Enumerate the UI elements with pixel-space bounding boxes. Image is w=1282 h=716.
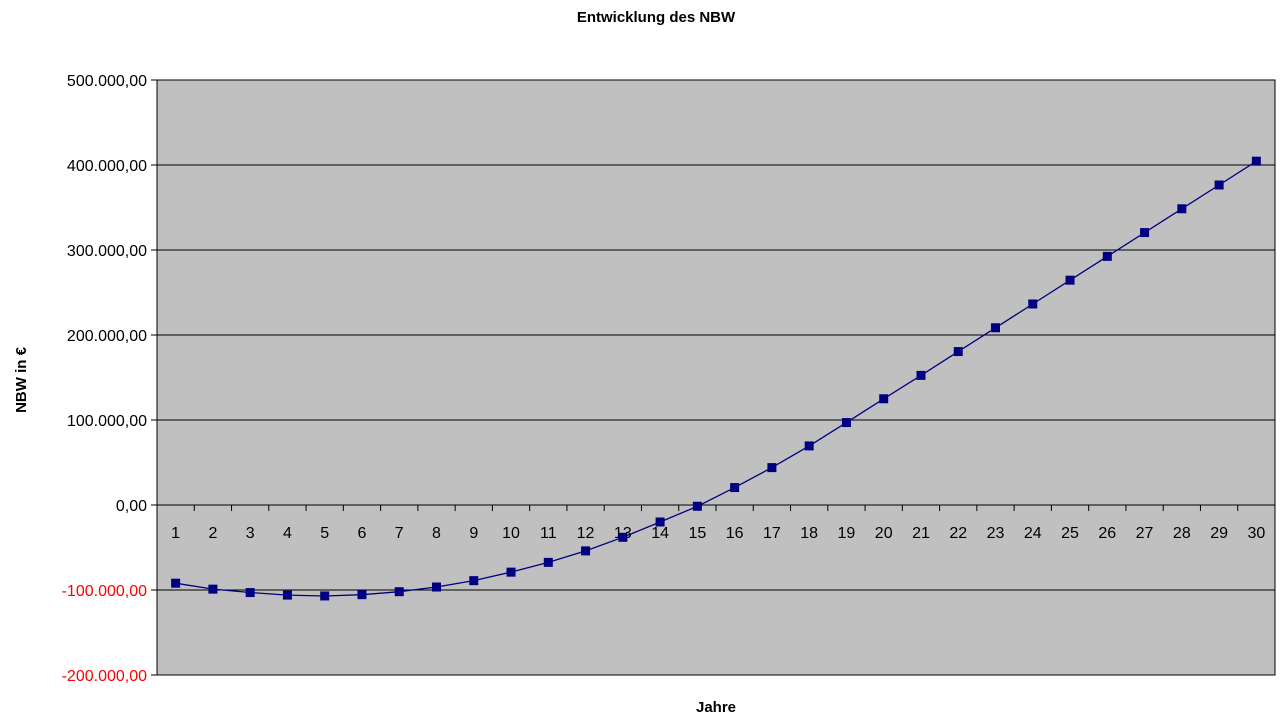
x-tick-label: 6 <box>358 525 367 542</box>
data-point <box>543 557 553 567</box>
data-point <box>506 567 516 577</box>
x-tick-label: 18 <box>800 525 818 542</box>
x-tick-label: 4 <box>283 525 292 542</box>
x-tick-label: 2 <box>208 525 217 542</box>
data-point <box>432 582 441 592</box>
y-tick-label: 100.000,00 <box>67 413 147 430</box>
x-tick-label: 11 <box>540 525 557 542</box>
data-point <box>282 590 292 600</box>
series-line <box>175 160 1257 597</box>
x-tick-label: 5 <box>320 525 329 542</box>
x-tick-label: 16 <box>726 525 744 542</box>
data-point <box>618 532 628 542</box>
y-tick-label: -100.000,00 <box>62 583 148 600</box>
x-tick-label: 7 <box>395 525 404 542</box>
y-tick-label: 500.000,00 <box>67 73 147 90</box>
data-point <box>1177 204 1187 214</box>
x-tick-label: 15 <box>688 525 706 542</box>
x-axis-label: Jahre <box>696 699 736 716</box>
data-point <box>357 590 367 600</box>
data-point <box>581 546 591 556</box>
data-point <box>841 418 851 428</box>
x-tick-label: 27 <box>1136 525 1154 542</box>
x-axis-ticks: 1234567891011121314151617181920212223242… <box>171 525 1265 542</box>
y-tick-label: 200.000,00 <box>67 328 147 345</box>
x-tick-label: 10 <box>502 525 520 542</box>
y-axis-ticks: 500.000,00 400.000,00 300.000,00 200.000,00… <box>62 73 157 685</box>
data-point <box>916 370 926 380</box>
x-tick-label: 23 <box>987 525 1005 542</box>
data-point <box>767 463 777 473</box>
x-tick-label: 29 <box>1210 525 1228 542</box>
x-tick-label: 25 <box>1061 525 1079 542</box>
data-point <box>879 394 889 404</box>
x-tick-label: 28 <box>1173 525 1191 542</box>
x-tick-label: 30 <box>1247 525 1265 542</box>
y-tick-label: 0,00 <box>116 498 147 515</box>
data-point <box>991 323 1000 333</box>
y-tick-label: 300.000,00 <box>67 243 147 260</box>
data-point <box>953 347 963 357</box>
data-point <box>208 584 218 594</box>
data-point <box>1065 275 1075 285</box>
data-point <box>394 587 404 597</box>
data-point <box>1251 156 1261 166</box>
x-tick-label: 21 <box>912 525 930 542</box>
data-point <box>320 591 330 601</box>
x-axis <box>156 504 1276 511</box>
x-tick-label: 20 <box>875 525 893 542</box>
chart-title: Entwicklung des NBW <box>577 9 736 26</box>
data-point <box>655 517 665 527</box>
series-nbw <box>171 156 1261 601</box>
y-tick-label: -200.000,00 <box>62 668 148 685</box>
data-point <box>1214 180 1224 190</box>
data-point <box>1102 251 1112 261</box>
data-point <box>692 501 702 511</box>
data-point <box>469 576 479 586</box>
data-point <box>730 483 740 493</box>
x-tick-label: 1 <box>171 525 180 542</box>
x-tick-label: 8 <box>432 525 441 542</box>
x-tick-label: 9 <box>469 525 478 542</box>
x-tick-label: 12 <box>577 525 595 542</box>
data-point <box>171 578 181 588</box>
x-tick-label: 17 <box>763 525 781 542</box>
x-tick-label: 19 <box>838 525 856 542</box>
x-tick-label: 14 <box>651 525 669 542</box>
x-tick-label: 22 <box>949 525 967 542</box>
y-axis-label: NBW in € <box>13 346 30 412</box>
data-point <box>245 588 255 598</box>
x-tick-label: 3 <box>246 525 255 542</box>
y-tick-label: 400.000,00 <box>67 158 147 175</box>
data-point <box>804 441 814 451</box>
data-point <box>1028 299 1038 309</box>
data-point <box>1140 228 1150 238</box>
x-tick-label: 26 <box>1098 525 1116 542</box>
plot-area <box>156 79 1276 676</box>
x-tick-label: 24 <box>1024 525 1042 542</box>
